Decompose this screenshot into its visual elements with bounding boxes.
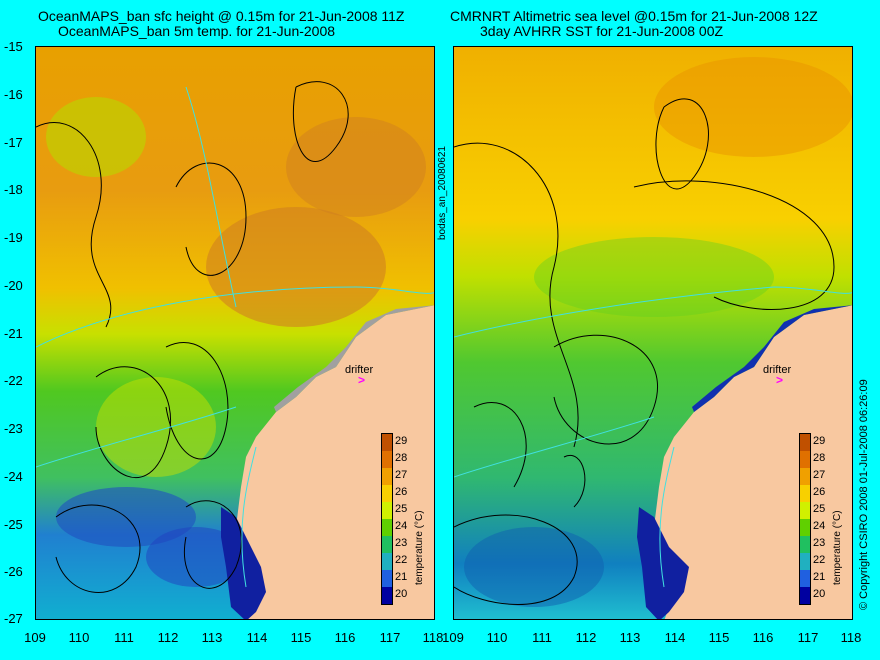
x-tick: 114 — [664, 630, 686, 645]
colorbar-left: 29 28 27 26 25 24 23 22 21 20 — [381, 433, 407, 605]
colorbar-segment — [800, 536, 810, 553]
drifter-arrow-icon: > — [358, 373, 366, 387]
y-tick: -21 — [4, 326, 23, 341]
x-tick: 110 — [68, 630, 90, 645]
x-tick: 118 — [840, 630, 862, 645]
colorbar-tick: 25 — [395, 503, 408, 515]
colorbar-tick: 26 — [395, 486, 408, 498]
right-title-line2: 3day AVHRR SST for 21-Jun-2008 00Z — [480, 23, 724, 39]
colorbar-tick: 22 — [395, 554, 408, 566]
x-tick: 113 — [619, 630, 641, 645]
colorbar-right: 29 28 27 26 25 24 23 22 21 20 — [799, 433, 825, 605]
y-tick: -26 — [4, 564, 23, 579]
colorbar-segment — [382, 587, 392, 604]
colorbar-title-left: temperature (°C) — [414, 510, 425, 585]
x-tick: 117 — [797, 630, 819, 645]
colorbar-tick: 24 — [395, 520, 408, 532]
colorbar-segment — [800, 553, 810, 570]
colorbar-tick: 21 — [813, 571, 826, 583]
colorbar-title-right: temperature (°C) — [832, 510, 843, 585]
colorbar-segment — [800, 434, 810, 451]
colorbar-segment — [382, 536, 392, 553]
colorbar-segment — [800, 502, 810, 519]
colorbar-segment — [800, 468, 810, 485]
y-tick: -25 — [4, 517, 23, 532]
x-tick: 110 — [486, 630, 508, 645]
colorbar-segment — [382, 553, 392, 570]
colorbar-tick: 28 — [813, 452, 826, 464]
colorbar-tick: 27 — [813, 469, 826, 481]
colorbar-tick: 21 — [395, 571, 408, 583]
x-tick: 111 — [532, 630, 552, 645]
left-map-panel — [35, 46, 435, 620]
colorbar-tick: 20 — [395, 588, 408, 600]
colorbar-tick: 20 — [813, 588, 826, 600]
x-tick: 112 — [575, 630, 597, 645]
x-tick: 111 — [114, 630, 134, 645]
x-tick: 115 — [708, 630, 730, 645]
right-title-line1: CMRNRT Altimetric sea level @0.15m for 2… — [450, 8, 818, 24]
colorbar-segment — [382, 468, 392, 485]
x-tick: 116 — [334, 630, 356, 645]
colorbar-segment — [800, 587, 810, 604]
colorbar-segment — [800, 451, 810, 468]
colorbar-tick: 22 — [813, 554, 826, 566]
right-map-svg — [454, 47, 852, 619]
left-title-line1: OceanMAPS_ban sfc height @ 0.15m for 21-… — [38, 8, 405, 24]
right-map-panel — [453, 46, 853, 620]
colorbar-tick: 27 — [395, 469, 408, 481]
colorbar-segment — [382, 502, 392, 519]
y-tick: -19 — [4, 230, 23, 245]
run-id-label: bodas_an_20080621 — [437, 146, 448, 240]
x-tick: 109 — [442, 630, 464, 645]
x-tick: 115 — [290, 630, 312, 645]
colorbar-tick: 23 — [813, 537, 826, 549]
colorbar-segment — [800, 519, 810, 536]
colorbar-segment — [382, 451, 392, 468]
colorbar-segment — [382, 434, 392, 451]
colorbar-segment — [382, 570, 392, 587]
y-tick: -20 — [4, 278, 23, 293]
y-tick: -16 — [4, 87, 23, 102]
y-tick: -17 — [4, 135, 23, 150]
copyright-label: © Copyright CSIRO 2008 01-Jul-2008 06:26… — [858, 379, 870, 610]
y-tick: -23 — [4, 421, 23, 436]
colorbar-tick: 29 — [395, 435, 408, 447]
drifter-label-left: drifter — [345, 364, 374, 376]
colorbar-tick: 23 — [395, 537, 408, 549]
y-tick: -15 — [4, 39, 23, 54]
y-tick: -22 — [4, 373, 23, 388]
colorbar-tick: 28 — [395, 452, 408, 464]
left-title-line2: OceanMAPS_ban 5m temp. for 21-Jun-2008 — [58, 23, 336, 39]
left-map-svg — [36, 47, 434, 619]
drifter-arrow-icon: > — [776, 373, 784, 387]
colorbar-tick: 24 — [813, 520, 826, 532]
x-tick: 113 — [201, 630, 223, 645]
x-tick: 116 — [752, 630, 774, 645]
x-tick: 114 — [246, 630, 268, 645]
colorbar-segment — [800, 570, 810, 587]
x-tick: 112 — [157, 630, 179, 645]
colorbar-tick: 29 — [813, 435, 826, 447]
colorbar-tick: 25 — [813, 503, 826, 515]
x-tick: 117 — [379, 630, 401, 645]
y-tick: -18 — [4, 182, 23, 197]
colorbar-segment — [800, 485, 810, 502]
colorbar-segment — [382, 519, 392, 536]
x-tick: 109 — [24, 630, 46, 645]
drifter-label-right: drifter — [763, 364, 792, 376]
y-tick: -27 — [4, 611, 23, 626]
x-tick: 118 — [422, 630, 444, 645]
colorbar-segment — [382, 485, 392, 502]
colorbar-tick: 26 — [813, 486, 826, 498]
y-tick: -24 — [4, 469, 23, 484]
